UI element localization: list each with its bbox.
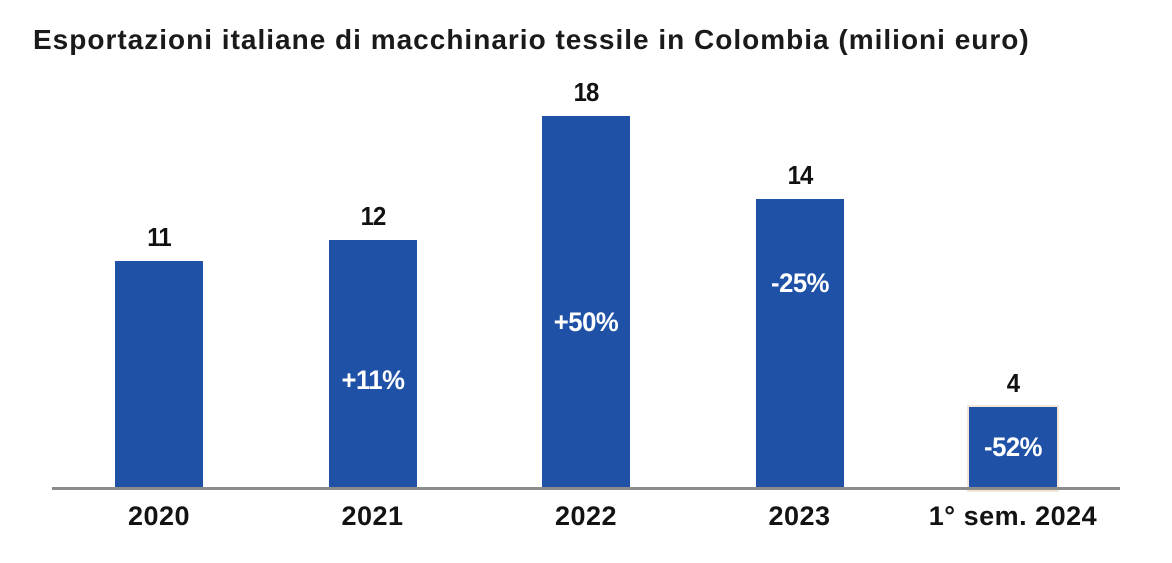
x-axis-tick-label: 2021 [341, 501, 404, 531]
bar-value-label: 14 [787, 160, 813, 190]
bar-pct-label: +50% [553, 307, 619, 337]
bar-pct-label: +11% [340, 365, 404, 395]
bar-pct-label: -52% [984, 432, 1042, 462]
bar-pct-label: -25% [770, 268, 829, 298]
x-axis-line [52, 487, 1120, 490]
bar-value-label: 18 [573, 77, 600, 107]
bar-2021: +11% [328, 240, 417, 490]
x-axis-tick-label: 2023 [768, 501, 831, 531]
bar-1-sem-2024: -52% [967, 405, 1059, 492]
chart-title: Esportazioni italiane di macchinario tes… [33, 24, 1030, 55]
bar-2020 [115, 261, 203, 490]
bar-value-label: 12 [360, 201, 386, 231]
bar-value-label: 11 [147, 222, 171, 252]
x-axis-tick-label: 2022 [554, 501, 618, 531]
x-axis-tick-label: 1° sem. 2024 [928, 501, 1098, 531]
bar-2023: -25% [755, 199, 844, 490]
x-axis-tick-label: 2020 [127, 501, 191, 531]
bar-value-label: 4 [1006, 368, 1020, 398]
bar-2022: +50% [542, 116, 630, 490]
